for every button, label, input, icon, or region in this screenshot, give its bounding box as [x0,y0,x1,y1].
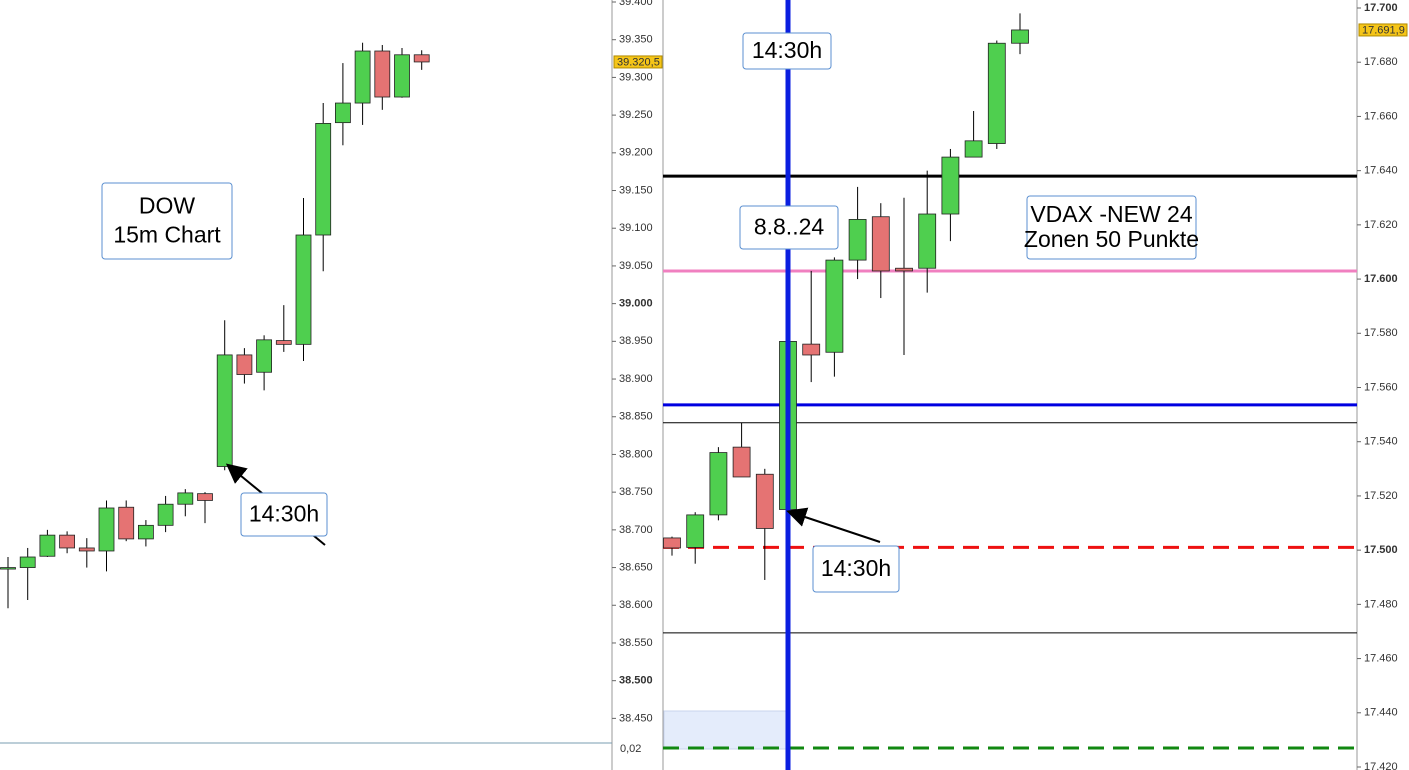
candle-body [334,102,351,124]
annotation-box [742,32,832,70]
y-tick-label: 39.300 [619,71,653,83]
annotation-arrow [786,507,881,543]
candle-body [941,156,960,215]
candle-body [895,267,913,272]
annotation-text: 14:30h [821,555,891,581]
candle-body [987,42,1006,144]
last-price-label: 39.320,5 [617,56,660,68]
annotation-text: DOW [139,193,196,219]
y-tick-label: 17.460 [1364,652,1398,664]
annotation-box [240,492,328,537]
candle-body [256,339,273,373]
y-tick-label: 38.700 [619,524,653,536]
y-tick-label: 17.560 [1364,381,1398,393]
candle-body [374,50,391,98]
annotation-text: 15m Chart [113,222,221,248]
last-price-label: 17.691,9 [1362,24,1405,36]
y-tick-label: 17.480 [1364,598,1398,610]
candle-body [177,492,194,505]
candle-body [686,514,705,548]
annotation-text: Zonen 50 Punkte [1024,226,1199,252]
y-tick-label: 39.150 [619,184,653,196]
y-tick-label: 39.000 [619,298,653,310]
candle-body [118,506,135,540]
y-tick-label: 17.660 [1364,110,1398,122]
candle-body [197,493,213,501]
candle-body [236,354,253,375]
candle-body [0,567,16,570]
candle-body [732,446,751,478]
y-tick-label: 38.850 [619,411,653,423]
y-tick-label: 17.520 [1364,490,1398,502]
y-tick-label: 38.950 [619,335,653,347]
annotation-box [812,545,900,593]
y-tick-label: 38.550 [619,637,653,649]
candle-body [663,537,681,549]
y-tick-label: 39.200 [619,147,653,159]
y-tick-label: 17.440 [1364,707,1398,719]
candle-body [216,354,233,467]
last-price-tag [1358,23,1408,37]
y-tick-label: 38.800 [619,448,653,460]
candle-body [755,473,774,529]
last-price-tag [613,55,663,69]
candle-body [137,524,154,540]
y-tick-label: 17.700 [1364,2,1398,14]
candle-body [802,343,821,356]
annotation-text: VDAX -NEW 24 [1030,201,1193,227]
annotation-box [101,182,233,260]
y-tick-label: 17.640 [1364,165,1398,177]
y-tick-label: 17.540 [1364,436,1398,448]
candle-body [39,534,56,557]
y-tick-label: 39.350 [619,34,653,46]
y-tick-label: 38.650 [619,561,653,573]
annotations: DOW 15m Chart 14:30h 14:30h 8.8..24 14:30h VDA… [101,32,1199,593]
annotation-text: 8.8..24 [754,214,825,240]
candle-body [825,259,844,353]
y-tick-label: 38.500 [619,675,653,687]
candle-body [848,219,867,261]
y-tick-label: 39.250 [619,109,653,121]
y-tick-label: 17.420 [1364,761,1398,770]
candle-body [709,452,728,516]
y-tick-label: 38.450 [619,712,653,724]
y-tick-label: 17.580 [1364,327,1398,339]
candle-body [413,54,430,63]
candle-body [871,216,890,272]
candle-body [1011,29,1029,44]
y-tick-label: 17.680 [1364,56,1398,68]
candle-body [19,556,36,568]
candle-body [295,234,312,345]
candle-body [394,54,410,98]
annotation-text: 14:30h [249,501,319,527]
annotation-box [739,205,839,250]
indicator-label: 0,02 [620,743,641,755]
y-tick-label: 38.750 [619,486,653,498]
candle-body [157,503,174,526]
y-tick-label: 38.600 [619,599,653,611]
candle-body [918,213,937,269]
annotation-box [1026,195,1197,260]
y-tick-label: 17.500 [1364,544,1398,556]
candle-body [964,140,983,158]
candle-body [98,507,115,552]
y-tick-label: 39.400 [619,0,653,8]
y-tick-label: 39.100 [619,222,653,234]
candle-body [275,340,292,345]
zone-box [663,710,787,750]
y-tick-label: 38.900 [619,373,653,385]
annotation-text: 14:30h [752,37,822,63]
y-tick-label: 17.620 [1364,219,1398,231]
y-tick-label: 17.600 [1364,273,1398,285]
candle-body [59,534,75,549]
candle-body [315,123,332,236]
candle-body [78,547,95,552]
candle-body [354,50,371,104]
y-tick-label: 39.050 [619,260,653,272]
